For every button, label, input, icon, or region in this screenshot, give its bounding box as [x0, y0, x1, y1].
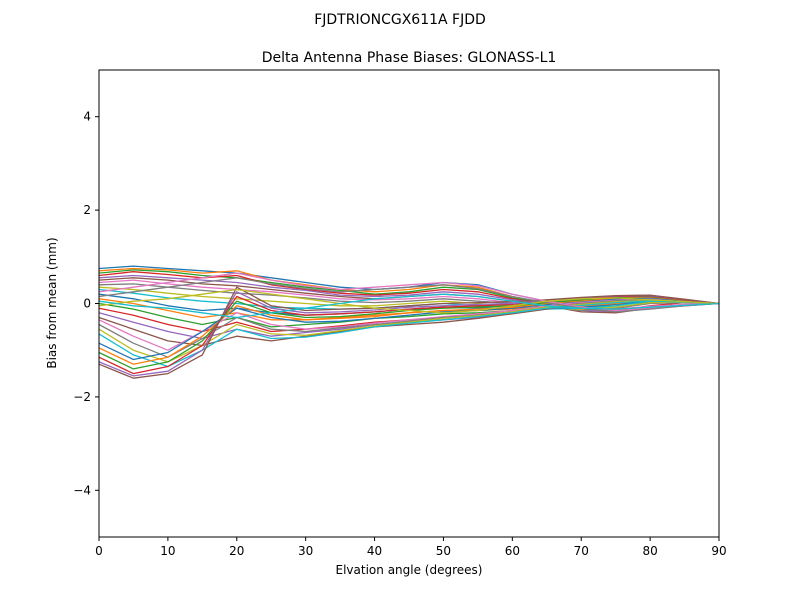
series-line-line-26 [98, 286, 720, 379]
axes-title: Delta Antenna Phase Biases: GLONASS-L1 [262, 50, 557, 66]
x-tick-label: 90 [711, 544, 726, 558]
x-tick-label: 60 [505, 544, 520, 558]
series-line-line-30 [98, 293, 720, 319]
series-line-line-08 [98, 283, 720, 312]
x-tick-label: 30 [298, 544, 313, 558]
x-tick-label: 20 [229, 544, 244, 558]
x-tick-label: 0 [95, 544, 103, 558]
series-line-line-09 [98, 286, 720, 310]
y-tick-label: 4 [83, 110, 91, 124]
x-tick-label: 10 [160, 544, 175, 558]
y-tick-label: −4 [73, 483, 91, 497]
figure-title: FJDTRIONCGX611A FJDD [314, 12, 486, 28]
series-group [98, 265, 720, 379]
y-tick-label: −2 [73, 390, 91, 404]
series-line-line-27 [98, 272, 720, 312]
series-line-line-21 [98, 297, 720, 361]
series-line-line-18 [98, 299, 720, 358]
ticks-group: 0 10 20 30 40 50 60 70 80 90 −4 −2 0 2 4 [73, 110, 726, 558]
x-axis-label: Elvation angle (degrees) [336, 563, 483, 577]
x-tick-label: 40 [367, 544, 382, 558]
series-line-line-29 [98, 288, 720, 314]
x-tick-label: 50 [436, 544, 451, 558]
y-tick-label: 0 [83, 297, 91, 311]
y-axis-label: Bias from mean (mm) [45, 237, 59, 368]
x-tick-label: 70 [574, 544, 589, 558]
x-tick-label: 80 [642, 544, 657, 558]
series-line-line-28 [98, 277, 720, 313]
y-tick-label: 2 [83, 203, 91, 217]
